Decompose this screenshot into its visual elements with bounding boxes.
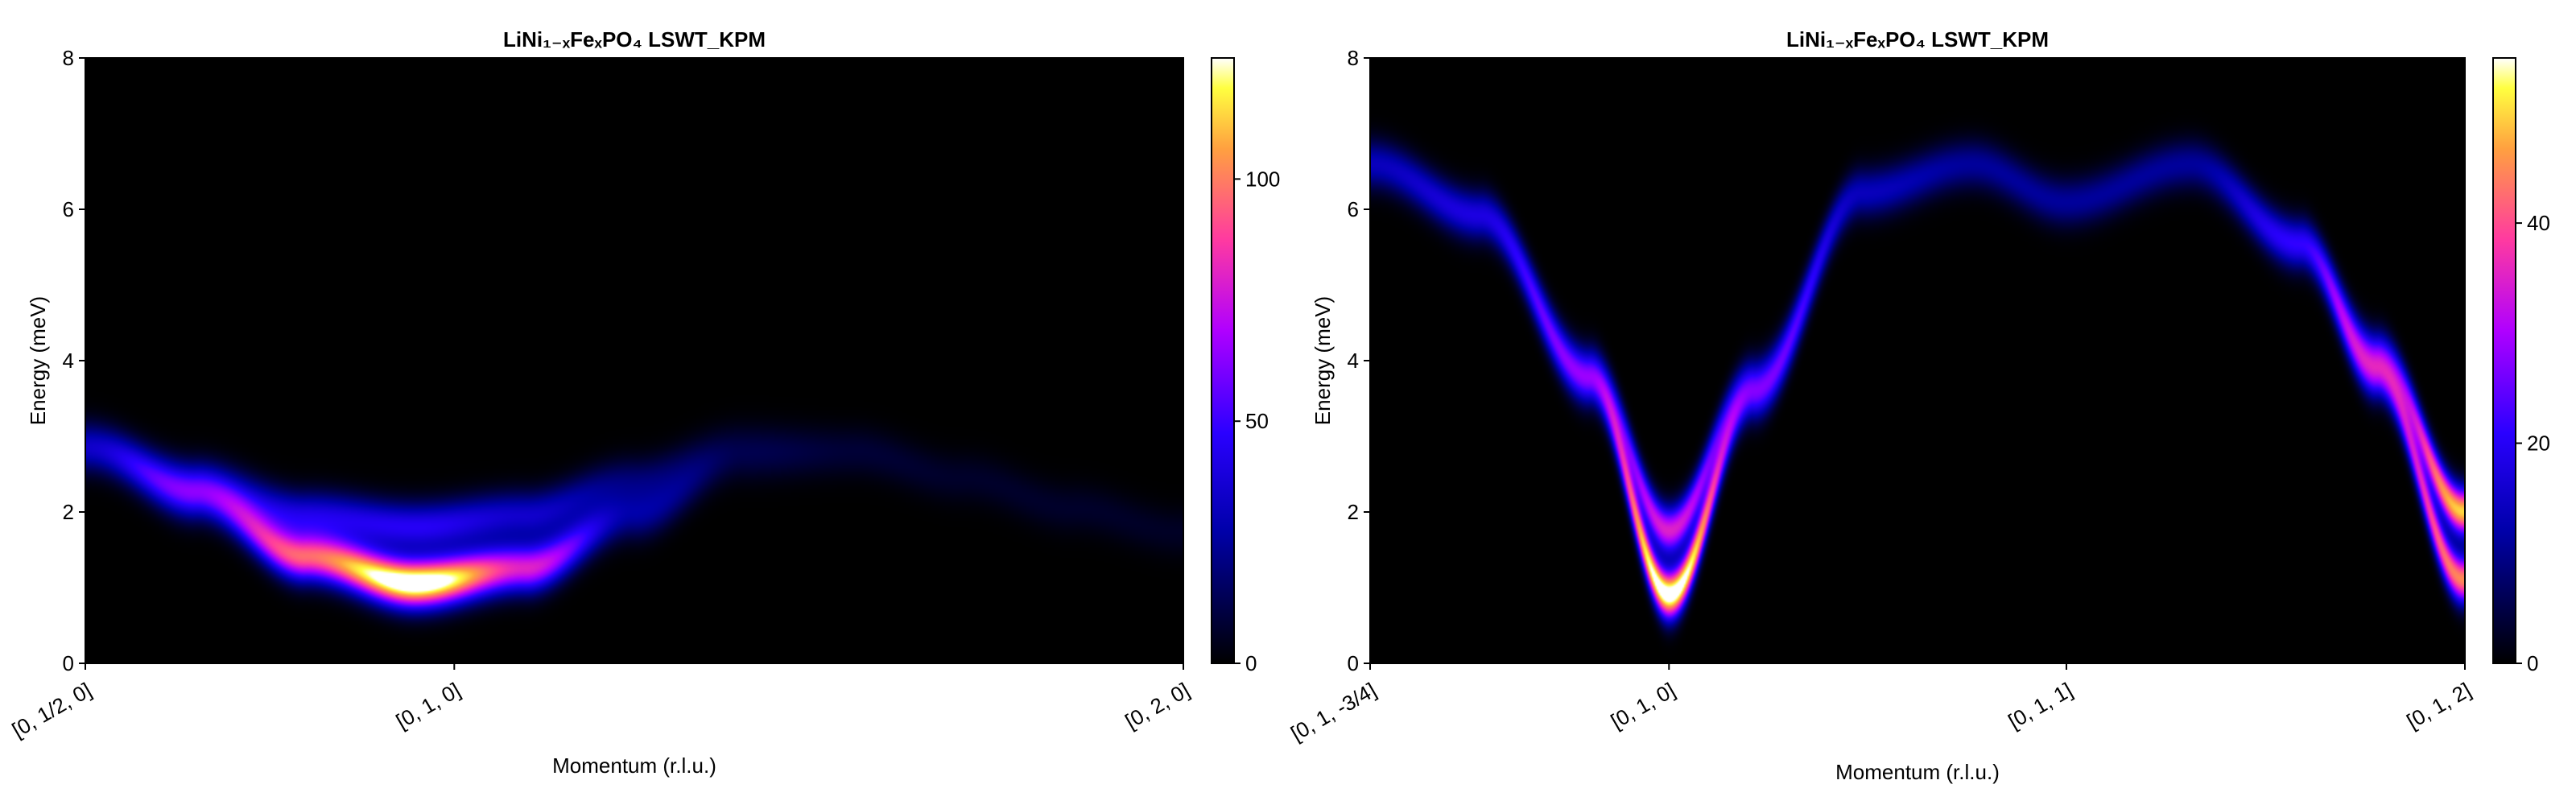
panel-1-y-axis-label: Energy (meV) (26, 296, 50, 425)
y-tick-label: 6 (1348, 197, 1359, 221)
panel-2-heatmap-container (1370, 58, 2465, 663)
y-tick-label: 0 (1348, 651, 1359, 675)
y-tick-label: 2 (63, 500, 74, 524)
panel-2-y-axis-label: Energy (meV) (1311, 296, 1335, 425)
panel-2-title: LiNi₁₋ₓFeₓPO₄ LSWT_KPM (1786, 27, 2049, 52)
panel-1-colorbar (1211, 57, 1235, 664)
x-tick-label: [0, 2, 0] (1121, 678, 1193, 733)
panel-1-y-ticks: 0 2 4 6 8 (63, 46, 85, 675)
panel-1-heatmap-container (85, 58, 1183, 663)
panel-2-x-axis-label: Momentum (r.l.u.) (1835, 760, 2000, 784)
panel-1-colorbar-ticks: 0 50 100 (1234, 167, 1280, 675)
x-tick-label: [0, 1, 1] (2004, 678, 2076, 733)
panel-2-colorbar-ticks: 0 20 40 (2516, 211, 2550, 675)
x-tick-label: [0, 1, -3/4] (1286, 678, 1380, 746)
panel-1-heatmap (85, 58, 1183, 663)
y-tick-label: 6 (63, 197, 74, 221)
colorbar-tick-label: 40 (2527, 211, 2550, 235)
x-tick-label: [0, 1, 0] (1607, 678, 1679, 733)
x-tick-label: [0, 1/2, 0] (8, 678, 96, 742)
y-tick-label: 2 (1348, 500, 1359, 524)
panel-1-x-ticks: [0, 1/2, 0] [0, 1, 0] [0, 2, 0] (8, 663, 1194, 742)
y-tick-label: 4 (1348, 349, 1359, 373)
colorbar-tick-label: 20 (2527, 431, 2550, 456)
y-tick-label: 0 (63, 651, 74, 675)
panel-2-x-ticks: [0, 1, -3/4] [0, 1, 0] [0, 1, 1] [0, 1, 2] (1286, 663, 2475, 745)
y-tick-label: 4 (63, 349, 74, 373)
x-tick-label: [0, 1, 2] (2402, 678, 2475, 733)
y-tick-label: 8 (63, 46, 74, 70)
x-tick-label: [0, 1, 0] (392, 678, 464, 733)
colorbar-tick-label: 50 (1245, 409, 1269, 433)
panel-2-heatmap (1370, 58, 2465, 663)
panel-1: LiNi₁₋ₓFeₓPO₄ LSWT_KPM Energy (meV) Mome… (8, 27, 1281, 778)
colorbar-tick-label: 0 (1245, 651, 1257, 675)
panel-2: LiNi₁₋ₓFeₓPO₄ LSWT_KPM Energy (meV) Mome… (1286, 27, 2550, 784)
y-tick-label: 8 (1348, 46, 1359, 70)
colorbar-tick-label: 100 (1245, 167, 1280, 191)
panel-2-colorbar (2492, 57, 2516, 664)
panel-1-title: LiNi₁₋ₓFeₓPO₄ LSWT_KPM (503, 27, 766, 52)
colorbar-tick-label: 0 (2527, 651, 2538, 675)
panel-1-x-axis-label: Momentum (r.l.u.) (552, 753, 716, 778)
panel-2-y-ticks: 0 2 4 6 8 (1348, 46, 1370, 675)
